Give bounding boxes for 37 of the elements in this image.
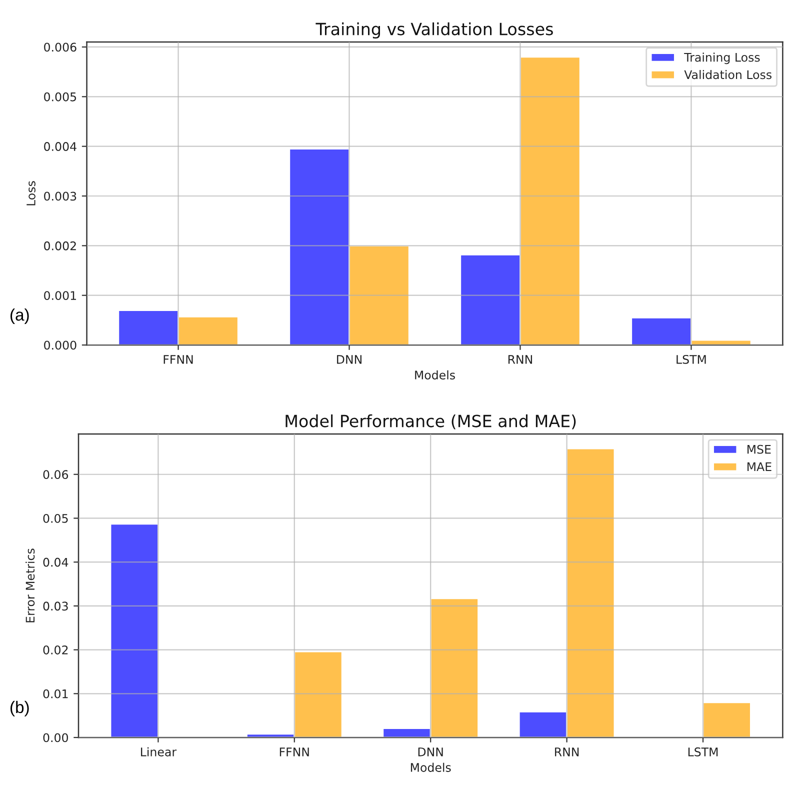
bar	[702, 702, 752, 738]
chart-title: Training vs Validation Losses	[316, 22, 553, 39]
y-tick-label: 0.005	[44, 92, 76, 102]
x-tick-label: DNN	[418, 748, 443, 756]
legend-label: Training Loss	[684, 52, 760, 64]
y-tick-label: 0.02	[43, 646, 68, 654]
bar	[110, 523, 159, 738]
legend-label: MAE	[748, 462, 772, 471]
legend-label: MSE	[748, 444, 771, 454]
y-axis-title: Error Metrics	[26, 548, 35, 622]
y-tick-label: 0.002	[44, 241, 76, 250]
x-tick-label: LSTM	[676, 354, 706, 364]
text: (b)	[10, 700, 29, 716]
y-tick-label: 0.06	[43, 470, 68, 480]
x-axis-title: Models	[410, 762, 451, 772]
legend-label: Validation Loss	[684, 70, 772, 80]
y-tick-label: 0.001	[44, 291, 76, 300]
y-axis-title: Loss	[26, 181, 36, 206]
y-tick-label: 0.00	[43, 733, 68, 742]
x-tick-label: RNN	[555, 748, 579, 756]
y-tick-label: 0.01	[43, 689, 68, 698]
x-tick-label: LSTM	[688, 747, 718, 756]
chart-title: Model Performance (MSE and MAE)	[286, 414, 576, 430]
x-tick-label: DNN	[337, 355, 362, 364]
y-tick-label: 0.03	[43, 602, 68, 611]
x-axis-title: Models	[415, 370, 455, 380]
y-tick-label: 0.04	[43, 558, 68, 567]
y-tick-label: 0.004	[44, 142, 76, 151]
y-tick-label: 0.003	[44, 192, 76, 201]
x-tick-label: FFNN	[164, 355, 193, 364]
y-tick-label: 0.000	[44, 340, 76, 350]
x-tick-label: FFNN	[280, 748, 309, 756]
y-tick-label: 0.05	[43, 514, 68, 523]
x-tick-label: RNN	[508, 355, 532, 364]
text: (a)	[10, 308, 29, 324]
y-tick-label: 0.006	[44, 42, 76, 52]
x-tick-label: Linear	[141, 747, 177, 756]
